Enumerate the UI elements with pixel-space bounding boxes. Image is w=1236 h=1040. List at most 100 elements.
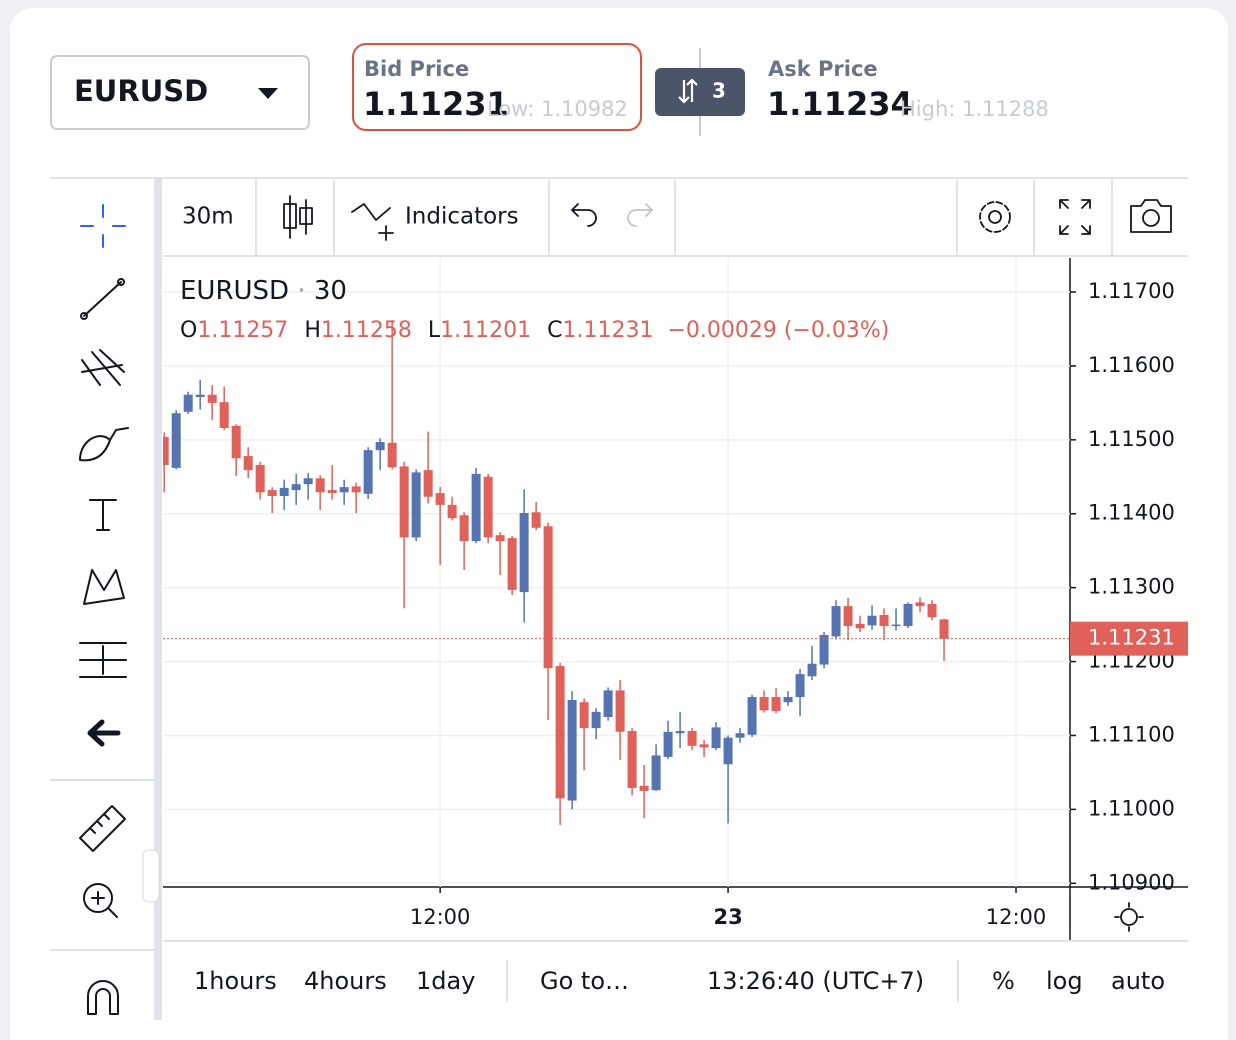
screenshot-lens [1142, 209, 1160, 227]
candle-body [183, 394, 193, 412]
candle-body [783, 697, 793, 703]
candle-body [279, 487, 289, 496]
candle-body [591, 711, 601, 729]
x-tick-label: 12:00 [986, 905, 1047, 929]
scale-option[interactable]: log [1046, 967, 1083, 995]
candle-body [163, 436, 169, 465]
candle-body [939, 619, 949, 639]
candle-body [447, 504, 457, 519]
prediction-tool[interactable] [79, 642, 127, 678]
fib-tool[interactable] [81, 349, 125, 386]
candle-body [399, 466, 409, 538]
brush-tool[interactable] [79, 427, 129, 462]
redo-button[interactable] [627, 203, 653, 227]
y-tick-label: 1.11700 [1088, 279, 1175, 303]
candle-body [891, 624, 901, 627]
range-button[interactable]: 1day [416, 967, 475, 995]
symbol: EURUSD [74, 74, 208, 108]
crosshair-tool[interactable] [80, 204, 126, 248]
y-tick-label: 1.11400 [1088, 501, 1175, 525]
x-tick-label: 23 [713, 905, 742, 929]
switch-icon [678, 78, 698, 104]
candle-body [615, 690, 625, 732]
zoom-tool[interactable] [83, 883, 113, 913]
chart-type-button[interactable] [283, 195, 313, 239]
scale-option[interactable]: % [992, 967, 1015, 995]
last-price-label: 1.11231 [1088, 626, 1175, 650]
candle-body [675, 731, 685, 734]
ask-price: 1.11234 [767, 85, 913, 123]
bid-price: 1.11231 [363, 85, 509, 123]
indicators-button[interactable]: Indicators [405, 204, 519, 230]
candle-body [639, 785, 649, 791]
symbol-select[interactable] [50, 55, 310, 130]
ohlc-value: 1.11231 [562, 318, 653, 343]
range-button[interactable]: 1hours [194, 967, 277, 995]
zoom-tool-glyph [91, 891, 118, 918]
dropdown-arrow [258, 88, 278, 99]
interval: 30 [314, 276, 347, 306]
bid-box[interactable] [352, 43, 642, 131]
low-price: Low: 1.10982 [487, 97, 628, 121]
last-price-tag [1070, 621, 1188, 656]
candle-body [519, 513, 529, 593]
toolbar: 30m Indicators [182, 180, 1172, 255]
candles [163, 320, 949, 825]
candle-body [735, 733, 745, 738]
sidebar-divider [154, 178, 162, 1020]
y-tick-label: 1.11000 [1088, 796, 1175, 820]
screenshot-button[interactable] [1130, 199, 1172, 233]
candle-body [195, 394, 205, 397]
indicators-icon [351, 203, 394, 241]
candle-body [543, 526, 553, 669]
symbol: EURUSD [180, 276, 289, 306]
settings-button[interactable] [988, 210, 1002, 224]
ohlc-value: 1.11258 [321, 318, 412, 343]
change: −0.00029 (−0.03%) [667, 318, 889, 343]
candle-body [795, 674, 805, 698]
text-tool[interactable] [89, 499, 117, 531]
candle-body [771, 697, 781, 712]
range-button[interactable]: 4hours [304, 967, 387, 995]
collapse-handle[interactable] [142, 849, 160, 903]
candle-body [363, 450, 373, 494]
candle-body [555, 666, 565, 799]
candle-body [759, 697, 769, 711]
magnet-tool[interactable] [87, 980, 119, 1015]
candle-body [879, 615, 889, 627]
candle-body [867, 615, 877, 626]
candle-body [471, 473, 481, 542]
candle-body [699, 744, 709, 748]
ohlc-key: L [428, 318, 441, 343]
ohlc-key: O [180, 318, 197, 343]
ohlc-value: 1.11201 [440, 318, 531, 343]
ask-label: Ask Price [768, 57, 878, 81]
undo-button[interactable] [571, 203, 597, 227]
candle-body [375, 442, 385, 451]
fullscreen-button[interactable] [1059, 199, 1091, 235]
axis-settings[interactable] [1120, 908, 1138, 926]
goto-button[interactable]: Go to… [540, 967, 629, 995]
y-tick-label: 1.11600 [1088, 353, 1175, 377]
candle-body [687, 731, 697, 746]
candle-body [567, 700, 577, 801]
candle-body [423, 470, 433, 497]
candle-body [903, 603, 913, 627]
high-price: High: 1.11288 [900, 97, 1049, 121]
sep: · [289, 276, 314, 306]
scale-option[interactable]: auto [1111, 967, 1165, 995]
candle-body [711, 727, 721, 749]
candle-body [435, 493, 445, 505]
ruler-tool[interactable] [79, 805, 126, 852]
back-tool[interactable] [87, 719, 121, 747]
interval-button[interactable]: 30m [182, 204, 234, 230]
candle-body [207, 394, 217, 403]
candle-body [411, 472, 421, 538]
pattern-tool[interactable] [83, 569, 125, 605]
switch-button[interactable] [655, 68, 745, 116]
candle-body [807, 663, 817, 677]
line-tool[interactable] [83, 281, 122, 317]
candle-body [831, 606, 841, 637]
